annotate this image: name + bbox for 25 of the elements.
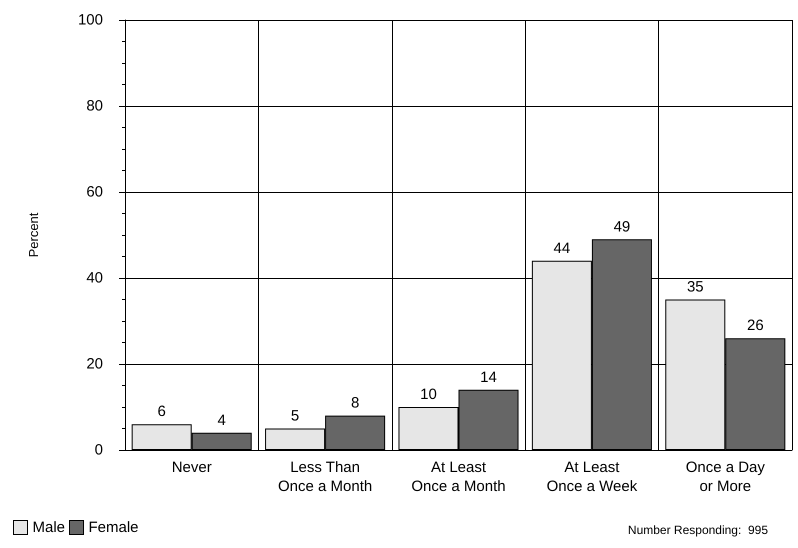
data-label: 26: [746, 317, 764, 334]
data-label: 8: [350, 394, 360, 412]
data-label: 5: [290, 408, 300, 424]
data-label: 14: [480, 368, 497, 386]
data-label: 49: [614, 218, 630, 236]
data-label: 44: [554, 240, 570, 257]
y-tick-label: 60: [86, 184, 103, 200]
y-tick-label: 0: [94, 442, 103, 458]
y-axis-title: Percent: [26, 212, 41, 258]
x-tick-label: Less Than Once a Month: [278, 459, 372, 495]
y-tick-label: 40: [86, 270, 103, 286]
x-tick-label: Never: [172, 459, 212, 476]
x-tick-label: At Least Once a Month: [411, 459, 506, 495]
data-label: 10: [420, 386, 437, 403]
x-tick-label: At Least Once a Week: [546, 459, 638, 495]
legend-label: Male: [32, 519, 66, 536]
x-tick-label: Once a Day or More: [686, 459, 766, 495]
legend-label: Female: [88, 519, 139, 536]
y-tick-label: 100: [78, 12, 103, 28]
data-label: 4: [218, 412, 226, 429]
y-tick-label: 20: [86, 356, 103, 372]
text: Number Responding: 995: [628, 523, 768, 537]
data-label: 35: [686, 278, 704, 296]
y-tick-label: 80: [86, 98, 103, 114]
data-label: 6: [158, 403, 166, 420]
